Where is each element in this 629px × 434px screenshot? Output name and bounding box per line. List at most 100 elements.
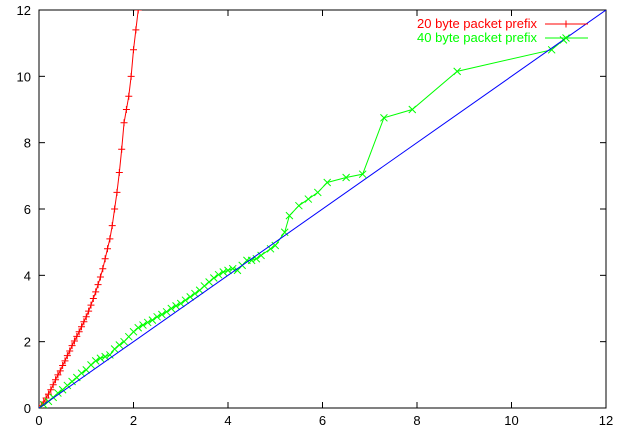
data-point	[313, 188, 322, 197]
x-tick-label: 4	[224, 413, 231, 428]
data-point	[139, 321, 147, 329]
y-tick-label: 0	[24, 401, 31, 416]
y-tick-label: 8	[24, 136, 31, 151]
legend-entry: 20 byte packet prefix	[417, 16, 588, 31]
x-tick-label: 8	[413, 413, 420, 428]
legend-label: 40 byte packet prefix	[417, 30, 537, 45]
data-point	[115, 169, 123, 177]
data-point	[106, 235, 114, 243]
data-point	[99, 265, 107, 273]
data-point	[285, 211, 294, 220]
data-point	[63, 381, 72, 390]
data-point	[54, 389, 62, 397]
legend-marker	[562, 20, 570, 28]
data-point	[295, 201, 303, 210]
x-tick-label: 12	[599, 413, 613, 428]
legend-label: 20 byte packet prefix	[417, 16, 537, 31]
x-tick-label: 0	[35, 413, 42, 428]
data-point	[61, 357, 69, 365]
data-point	[87, 301, 95, 309]
data-point	[181, 296, 190, 305]
data-point	[408, 105, 417, 114]
data-point	[68, 377, 76, 386]
data-point	[252, 254, 261, 263]
data-point	[39, 404, 43, 408]
series-layer	[39, 10, 606, 408]
data-point	[342, 173, 350, 182]
data-point	[214, 270, 223, 279]
data-point	[108, 222, 116, 230]
data-point	[191, 289, 199, 298]
data-point	[167, 304, 176, 313]
data-point	[44, 390, 52, 398]
data-point	[47, 386, 55, 394]
data-point	[106, 351, 114, 359]
data-point	[134, 10, 142, 14]
data-point	[132, 26, 140, 34]
series-1	[39, 10, 142, 408]
data-point	[89, 295, 97, 303]
data-point	[101, 352, 110, 361]
data-point	[85, 307, 93, 315]
data-point	[148, 316, 157, 324]
data-point	[96, 273, 104, 281]
data-point	[94, 281, 102, 289]
data-point	[247, 256, 256, 265]
x-tick-label: 10	[504, 413, 518, 428]
data-point	[130, 46, 137, 54]
x-tick-label: 2	[130, 413, 137, 428]
data-point	[87, 361, 95, 369]
data-point	[153, 312, 161, 321]
legend-marker	[562, 34, 570, 42]
data-point	[49, 381, 57, 389]
data-point	[224, 266, 232, 275]
data-point	[54, 371, 62, 379]
y-tick-label: 12	[17, 3, 31, 18]
data-point	[205, 278, 213, 286]
data-point	[42, 394, 50, 402]
data-point	[257, 251, 265, 260]
data-point	[176, 299, 185, 308]
data-point	[209, 274, 218, 282]
data-point	[91, 357, 100, 365]
series-3	[39, 10, 606, 408]
data-point	[70, 337, 78, 345]
data-point	[111, 205, 119, 213]
legend-entry: 40 byte packet prefix	[417, 30, 588, 45]
data-point	[113, 188, 121, 196]
data-point	[547, 45, 556, 54]
y-tick-label: 6	[24, 202, 31, 217]
data-point	[280, 228, 289, 237]
y-tick-label: 4	[24, 268, 31, 283]
data-point	[122, 106, 130, 113]
data-point	[118, 145, 126, 153]
data-point	[75, 328, 83, 336]
data-point	[304, 195, 313, 203]
data-point	[56, 367, 64, 375]
data-point	[104, 245, 112, 253]
data-point	[271, 241, 280, 250]
data-point	[219, 268, 228, 276]
data-point	[162, 307, 171, 316]
data-point	[77, 369, 86, 378]
data-point	[453, 67, 462, 76]
data-point	[323, 178, 332, 187]
data-point	[52, 376, 60, 384]
data-point	[228, 264, 237, 273]
data-point	[68, 342, 76, 350]
data-point	[134, 323, 143, 332]
data-point	[266, 244, 275, 253]
data-point	[73, 332, 81, 340]
axes: 0 2 4 6 8 10 12 0 2 4 6 8 10 12	[17, 3, 614, 428]
data-point	[129, 327, 138, 336]
data-point	[120, 119, 128, 127]
data-point	[92, 288, 100, 296]
y-tick-label: 2	[24, 335, 31, 350]
data-point	[66, 347, 74, 355]
data-point	[80, 318, 88, 326]
data-point	[380, 113, 388, 122]
data-point	[101, 255, 109, 263]
